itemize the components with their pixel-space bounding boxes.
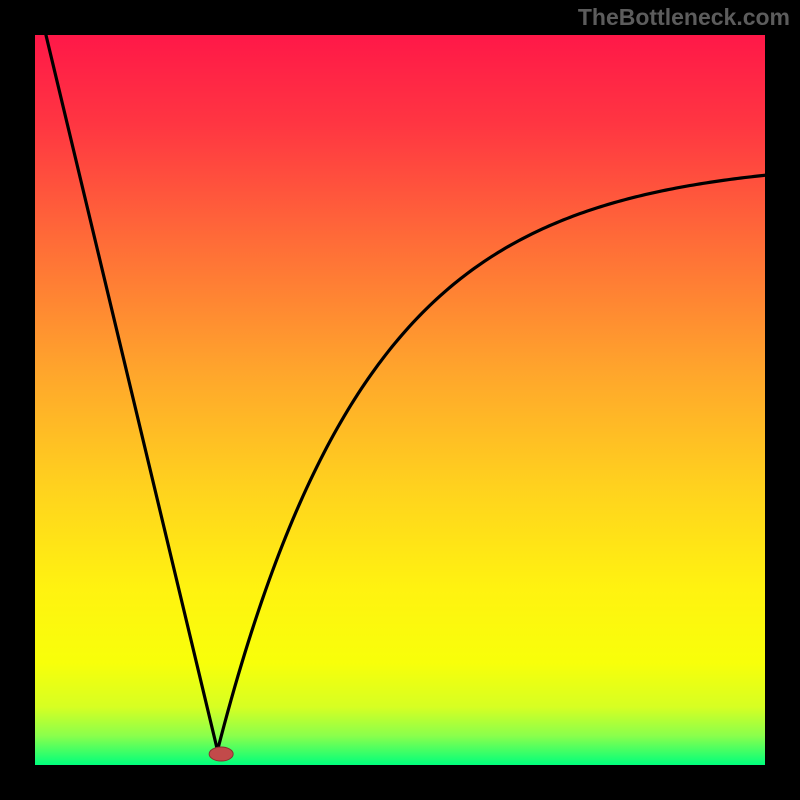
optimal-point-marker (209, 747, 233, 761)
bottleneck-chart (0, 0, 800, 800)
chart-container: TheBottleneck.com (0, 0, 800, 800)
watermark-text: TheBottleneck.com (578, 4, 790, 31)
